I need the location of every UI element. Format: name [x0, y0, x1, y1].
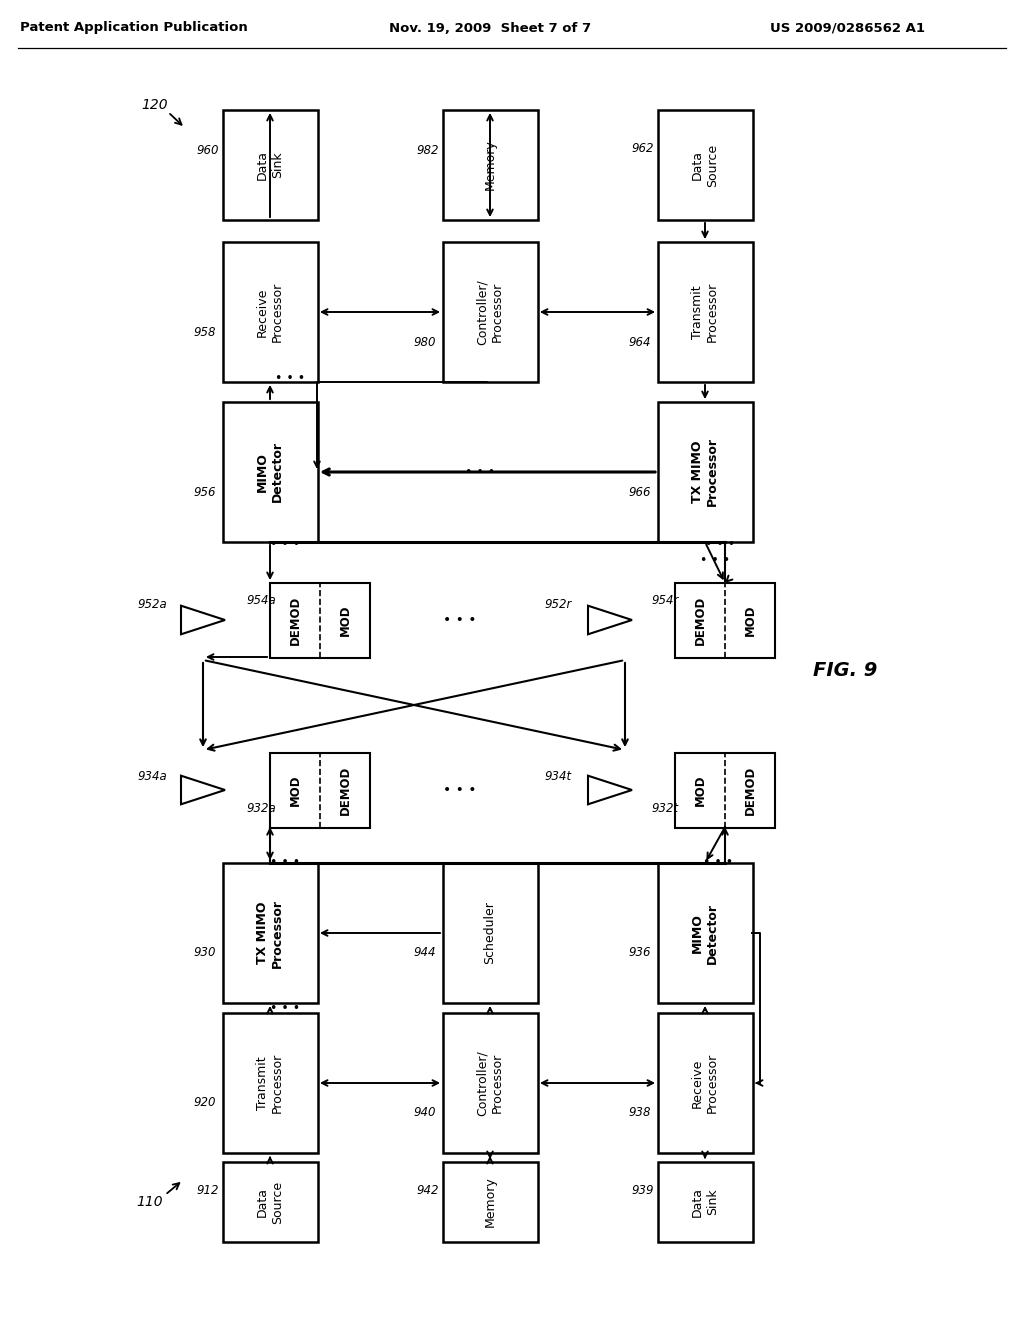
Text: 120: 120	[141, 98, 168, 112]
Bar	[270, 582, 370, 657]
Text: Memory: Memory	[483, 140, 497, 190]
Text: MOD: MOD	[693, 775, 707, 805]
Text: • • •: • • •	[270, 539, 300, 552]
Polygon shape	[181, 606, 225, 635]
Text: TX MIMO
Processor: TX MIMO Processor	[256, 899, 284, 968]
Text: Receive
Processor: Receive Processor	[256, 282, 284, 342]
Bar	[675, 582, 775, 657]
Bar	[442, 863, 538, 1003]
Text: • • •: • • •	[270, 857, 300, 870]
Text: TX MIMO
Processor: TX MIMO Processor	[691, 437, 719, 507]
Text: DEMOD: DEMOD	[693, 595, 707, 644]
Text: 932t: 932t	[651, 801, 679, 814]
Bar	[442, 110, 538, 220]
Text: Memory: Memory	[483, 1176, 497, 1228]
Text: Data
Source: Data Source	[256, 1180, 284, 1224]
Text: 960: 960	[197, 144, 219, 157]
Text: • • •: • • •	[443, 783, 477, 797]
Polygon shape	[588, 776, 632, 804]
Text: 956: 956	[194, 486, 216, 499]
Polygon shape	[588, 606, 632, 635]
Text: 930: 930	[194, 945, 216, 958]
Text: 110: 110	[136, 1195, 163, 1209]
Text: 920: 920	[194, 1097, 216, 1110]
Text: 939: 939	[632, 1184, 654, 1196]
Text: 932a: 932a	[246, 801, 275, 814]
Text: DEMOD: DEMOD	[289, 595, 301, 644]
Bar	[657, 1162, 753, 1242]
Text: 964: 964	[629, 335, 651, 348]
Text: FIG. 9: FIG. 9	[813, 660, 878, 680]
Text: MOD: MOD	[339, 605, 351, 636]
Text: MOD: MOD	[289, 775, 301, 805]
Text: Controller/
Processor: Controller/ Processor	[476, 1051, 504, 1115]
Text: 944: 944	[414, 945, 436, 958]
Text: DEMOD: DEMOD	[743, 766, 757, 814]
Text: • • •: • • •	[274, 371, 305, 384]
Text: 934t: 934t	[545, 770, 571, 783]
Text: 958: 958	[194, 326, 216, 338]
Bar	[222, 242, 317, 381]
Text: 940: 940	[414, 1106, 436, 1119]
Bar	[657, 1012, 753, 1152]
Text: Transmit
Processor: Transmit Processor	[256, 1053, 284, 1113]
Text: Data
Sink: Data Sink	[691, 1187, 719, 1217]
Text: Data
Sink: Data Sink	[256, 150, 284, 180]
Text: • • •: • • •	[700, 553, 730, 566]
Bar	[222, 1012, 317, 1152]
Bar	[657, 110, 753, 220]
Text: MOD: MOD	[743, 605, 757, 636]
Text: 942: 942	[417, 1184, 439, 1196]
Bar	[222, 110, 317, 220]
Text: Receive
Processor: Receive Processor	[691, 1053, 719, 1113]
Bar	[222, 1162, 317, 1242]
Text: Transmit
Processor: Transmit Processor	[691, 282, 719, 342]
Text: • • •: • • •	[465, 466, 495, 479]
Text: Scheduler: Scheduler	[483, 902, 497, 965]
Text: Patent Application Publication: Patent Application Publication	[20, 21, 248, 34]
Text: Controller/
Processor: Controller/ Processor	[476, 279, 504, 345]
Bar	[442, 1162, 538, 1242]
Text: 982: 982	[417, 144, 439, 157]
Text: • • •: • • •	[270, 1002, 300, 1015]
Text: Nov. 19, 2009  Sheet 7 of 7: Nov. 19, 2009 Sheet 7 of 7	[389, 21, 591, 34]
Bar	[657, 403, 753, 543]
Text: MIMO
Detector: MIMO Detector	[256, 441, 284, 503]
Bar	[222, 403, 317, 543]
Text: • • •: • • •	[705, 539, 735, 552]
Text: • • •: • • •	[702, 857, 733, 870]
Text: 936: 936	[629, 945, 651, 958]
Text: 980: 980	[414, 335, 436, 348]
Text: DEMOD: DEMOD	[339, 766, 351, 814]
Text: 934a: 934a	[137, 770, 167, 783]
Bar	[675, 752, 775, 828]
Text: 952r: 952r	[545, 598, 571, 611]
Bar	[442, 1012, 538, 1152]
Text: 954r: 954r	[651, 594, 679, 606]
Text: 962: 962	[632, 141, 654, 154]
Polygon shape	[181, 776, 225, 804]
Text: US 2009/0286562 A1: US 2009/0286562 A1	[770, 21, 925, 34]
Text: MIMO
Detector: MIMO Detector	[691, 903, 719, 964]
Text: 912: 912	[197, 1184, 219, 1196]
Bar	[222, 863, 317, 1003]
Text: Data
Source: Data Source	[691, 144, 719, 186]
Bar	[657, 863, 753, 1003]
Text: 952a: 952a	[137, 598, 167, 611]
Text: 954a: 954a	[246, 594, 275, 606]
Text: 966: 966	[629, 486, 651, 499]
Bar	[270, 752, 370, 828]
Text: • • •: • • •	[443, 612, 477, 627]
Bar	[442, 242, 538, 381]
Bar	[657, 242, 753, 381]
Text: 938: 938	[629, 1106, 651, 1119]
